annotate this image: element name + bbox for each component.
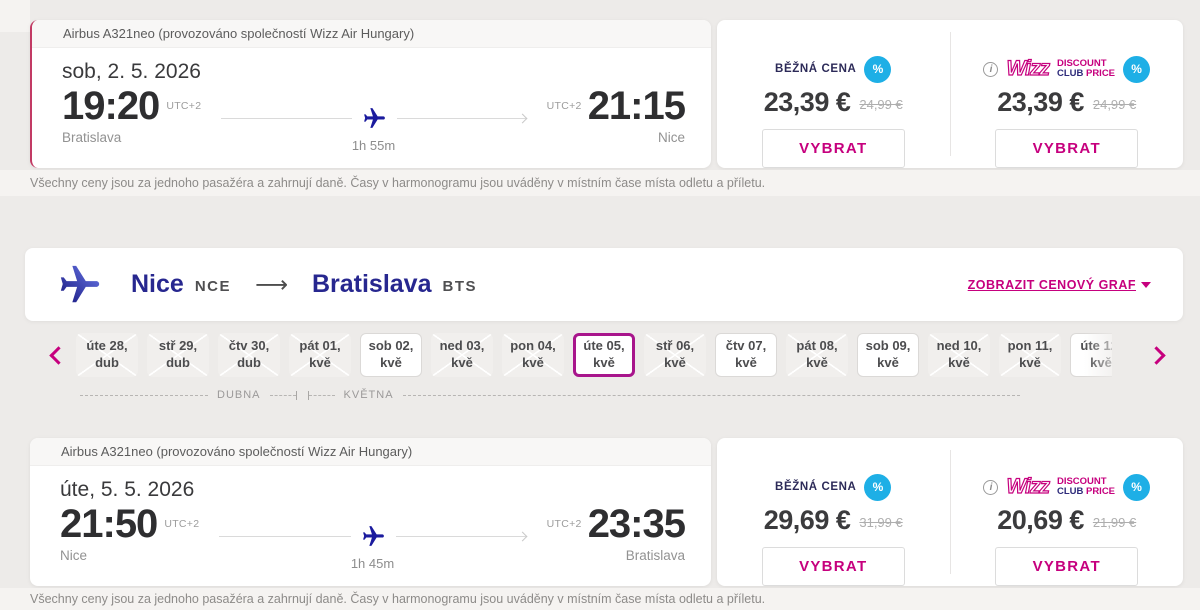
date-cell[interactable]: stř 06, kvě [644, 333, 706, 377]
arrival-city: Bratislava [625, 548, 685, 563]
date-cell[interactable]: stř 29, dub [147, 333, 209, 377]
discount-label: DISCOUNT [1056, 58, 1107, 70]
current-price: 20,69 € [997, 505, 1084, 535]
panel-divider [949, 32, 951, 156]
arrival-time: 23:35 [587, 502, 686, 546]
origin-city: Nice [131, 270, 184, 298]
select-club-button[interactable]: VYBRAT [995, 547, 1139, 586]
select-regular-button[interactable]: VYBRAT [761, 129, 905, 168]
carousel-fade [1084, 330, 1140, 382]
flight-duration: 1h 55m [351, 138, 396, 153]
date-cell[interactable]: čtv 30, dub [218, 333, 280, 377]
flight-result-row: Airbus A321neo (provozováno společností … [30, 20, 1183, 168]
date-carousel: úte 28, dub stř 29, dub čtv 30, dub pát 01,… [76, 333, 1112, 379]
panel-divider [949, 450, 951, 574]
flight-path-line [396, 118, 527, 119]
arrow-right-icon [517, 113, 528, 124]
flight-duration: 1h 45m [350, 556, 395, 571]
carousel-next-button[interactable] [1147, 346, 1166, 365]
date-cell[interactable]: pát 01, kvě [289, 333, 351, 377]
destination-city: Bratislava [311, 270, 432, 298]
month-label-april: DUBNA [217, 389, 261, 401]
current-price: 23,39 € [763, 87, 851, 117]
info-icon[interactable]: i [983, 61, 999, 77]
arrival-city: Nice [657, 130, 685, 145]
plane-icon [57, 262, 103, 308]
date-cell[interactable]: pon 04, kvě [502, 333, 564, 377]
arrow-right-icon [517, 531, 528, 542]
departure-city: Nice [60, 548, 88, 563]
club-price-panel: i Wizz DISCOUNT CLUB PRICE % 23,39 € 24,… [951, 20, 1184, 168]
arrival-timezone: UTC+2 [546, 100, 582, 112]
current-price: 29,69 € [763, 505, 851, 535]
discount-label: DISCOUNT [1056, 476, 1107, 488]
flight-path-line [219, 536, 351, 537]
discount-badge-icon: % [1123, 473, 1151, 501]
flight-result-row: Airbus A321neo (provozováno společností … [30, 438, 1183, 586]
old-price: 21,99 € [1092, 515, 1137, 530]
flight-card: Airbus A321neo (provozováno společností … [30, 20, 711, 168]
flight-path-line [395, 536, 527, 537]
flight-date: sob, 2. 5. 2026 [62, 60, 201, 83]
previous-section-edge [0, 0, 30, 32]
date-cell[interactable]: sob 02, kvě [360, 333, 422, 377]
destination-airport-code: BTS [442, 278, 477, 295]
arrival-timezone: UTC+2 [546, 518, 582, 530]
wizz-logo: Wizz [1006, 474, 1051, 498]
price-disclaimer: Všechny ceny jsou za jednoho pasažéra a … [0, 588, 1200, 610]
date-cell[interactable]: čtv 07, kvě [715, 333, 777, 377]
arrival-time: 21:15 [587, 84, 686, 128]
regular-price-panel: BĚŽNÁ CENA % 23,39 € 24,99 € VYBRAT [717, 20, 950, 168]
club-price-panel: i Wizz DISCOUNT CLUB PRICE % 20,69 € 21,… [951, 438, 1184, 586]
old-price: 24,99 € [859, 97, 903, 112]
old-price: 31,99 € [859, 515, 903, 530]
info-icon[interactable]: i [983, 479, 999, 495]
current-price: 23,39 € [997, 87, 1084, 117]
price-disclaimer: Všechny ceny jsou za jednoho pasažéra a … [0, 170, 1200, 196]
flight-card: Airbus A321neo (provozováno společností … [30, 438, 711, 586]
date-cell[interactable]: sob 09, kvě [857, 333, 919, 377]
departure-city: Bratislava [62, 130, 122, 145]
date-cell-selected[interactable]: úte 05, kvě [573, 333, 635, 377]
discount-badge-icon: % [864, 473, 892, 501]
date-cell[interactable]: ned 10, kvě [928, 333, 990, 377]
aircraft-info: Airbus A321neo (provozováno společností … [32, 20, 711, 48]
wizz-logo: Wizz [1006, 56, 1051, 80]
route-header: Nice NCE ⟶ Bratislava BTS ZOBRAZIT CENOV… [25, 248, 1183, 321]
aircraft-label: Airbus A321neo (provozováno společností … [63, 26, 415, 41]
plane-icon [361, 524, 386, 549]
show-price-chart-link[interactable]: ZOBRAZIT CENOVÝ GRAF [968, 278, 1151, 292]
date-cell[interactable]: pát 08, kvě [786, 333, 848, 377]
date-cell[interactable]: úte 28, dub [76, 333, 138, 377]
old-price: 24,99 € [1092, 97, 1137, 112]
flight-date: úte, 5. 5. 2026 [60, 478, 195, 501]
departure-time: 21:50 [60, 502, 158, 546]
regular-price-label: BĚŽNÁ CENA [775, 481, 857, 493]
select-club-button[interactable]: VYBRAT [995, 129, 1139, 168]
aircraft-info: Airbus A321neo (provozováno společností … [30, 438, 711, 466]
regular-price-panel: BĚŽNÁ CENA % 29,69 € 31,99 € VYBRAT [717, 438, 950, 586]
select-regular-button[interactable]: VYBRAT [761, 547, 905, 586]
regular-price-label: BĚŽNÁ CENA [775, 63, 857, 75]
discount-badge-icon: % [864, 55, 892, 83]
departure-timezone: UTC+2 [166, 100, 202, 112]
plane-icon [362, 106, 387, 131]
departure-timezone: UTC+2 [164, 518, 200, 530]
month-ruler: DUBNA KVĚTNA [80, 389, 1020, 401]
date-cell[interactable]: pon 11, kvě [999, 333, 1061, 377]
price-card: BĚŽNÁ CENA % 23,39 € 24,99 € VYBRAT i Wi… [717, 20, 1183, 168]
origin-airport-code: NCE [194, 278, 231, 295]
month-label-may: KVĚTNA [343, 389, 394, 401]
discount-badge-icon: % [1123, 55, 1151, 83]
aircraft-label: Airbus A321neo (provozováno společností … [61, 444, 413, 459]
route-arrow-icon: ⟶ [254, 271, 288, 298]
carousel-prev-button[interactable] [49, 346, 68, 365]
chevron-down-icon [1141, 281, 1151, 288]
departure-time: 19:20 [62, 84, 160, 128]
price-card: BĚŽNÁ CENA % 29,69 € 31,99 € VYBRAT i Wi… [717, 438, 1183, 586]
flight-path-line [221, 118, 352, 119]
date-cell[interactable]: ned 03, kvě [431, 333, 493, 377]
